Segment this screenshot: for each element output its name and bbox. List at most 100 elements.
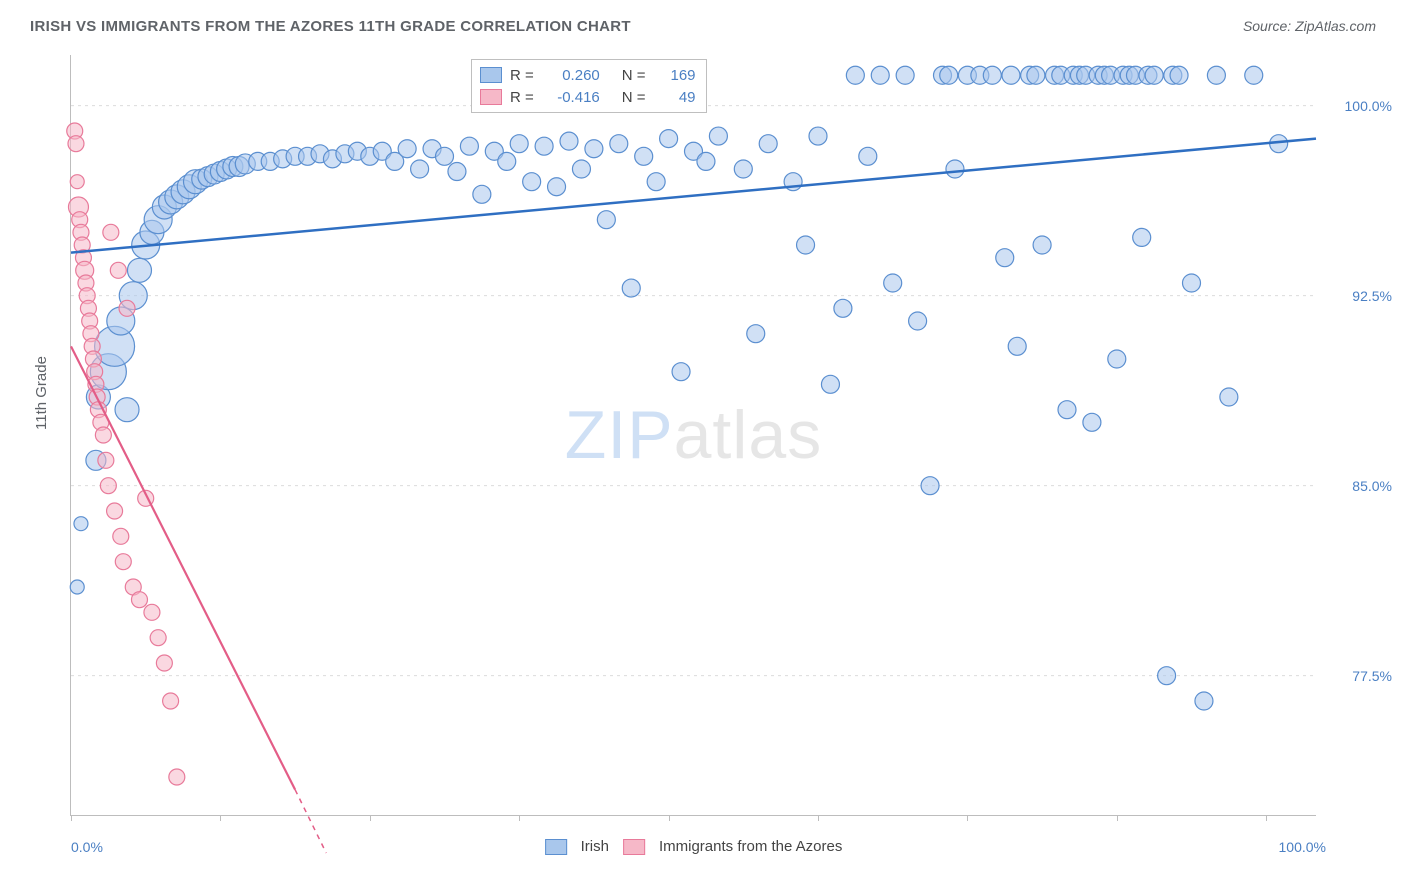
- scatter-point: [523, 173, 541, 191]
- scatter-point: [1027, 66, 1045, 84]
- scatter-point: [448, 163, 466, 181]
- legend-series-label: Irish: [581, 838, 609, 855]
- scatter-point: [115, 554, 131, 570]
- y-tick-label: 85.0%: [1332, 478, 1392, 494]
- y-axis-label: 11th Grade: [33, 356, 50, 430]
- scatter-point: [1133, 228, 1151, 246]
- scatter-point: [156, 655, 172, 671]
- scatter-point: [411, 160, 429, 178]
- x-tick: [669, 815, 670, 821]
- scatter-point: [1083, 413, 1101, 431]
- scatter-point: [983, 66, 1001, 84]
- scatter-point: [846, 66, 864, 84]
- scatter-point: [70, 580, 84, 594]
- scatter-point: [896, 66, 914, 84]
- scatter-point: [797, 236, 815, 254]
- scatter-point: [560, 132, 578, 150]
- plot-area: ZIPatlas R =0.260N =169R =-0.416N =49 0.…: [70, 55, 1316, 816]
- scatter-point: [610, 135, 628, 153]
- scatter-point: [535, 137, 553, 155]
- legend-r-value: 0.260: [546, 67, 600, 84]
- y-tick-label: 92.5%: [1332, 288, 1392, 304]
- scatter-point: [103, 224, 119, 240]
- scatter-point: [572, 160, 590, 178]
- scatter-point: [436, 147, 454, 165]
- scatter-point: [110, 262, 126, 278]
- scatter-point: [585, 140, 603, 158]
- x-axis-start-label: 0.0%: [71, 839, 103, 855]
- scatter-point: [747, 325, 765, 343]
- stats-legend-row: R = 0.260 N = 169: [480, 64, 696, 86]
- scatter-point: [1220, 388, 1238, 406]
- scatter-point: [1207, 66, 1225, 84]
- regression-line-extrapolated: [295, 790, 326, 853]
- x-tick: [71, 815, 72, 821]
- scatter-point: [107, 503, 123, 519]
- scatter-point: [100, 478, 116, 494]
- scatter-point: [1158, 667, 1176, 685]
- scatter-point: [1145, 66, 1163, 84]
- scatter-point: [150, 630, 166, 646]
- scatter-point: [597, 211, 615, 229]
- scatter-point: [115, 398, 139, 422]
- scatter-point: [398, 140, 416, 158]
- scatter-point: [169, 769, 185, 785]
- scatter-point: [946, 160, 964, 178]
- x-axis-end-label: 100.0%: [1279, 839, 1326, 855]
- scatter-point: [672, 363, 690, 381]
- scatter-point: [95, 427, 111, 443]
- scatter-point: [510, 135, 528, 153]
- legend-n-label: N =: [622, 89, 646, 106]
- scatter-point: [131, 592, 147, 608]
- scatter-point: [1195, 692, 1213, 710]
- scatter-point: [697, 152, 715, 170]
- x-tick: [220, 815, 221, 821]
- scatter-point: [74, 517, 88, 531]
- scatter-point: [940, 66, 958, 84]
- legend-r-label: R =: [510, 67, 534, 84]
- scatter-point: [1183, 274, 1201, 292]
- scatter-point: [921, 477, 939, 495]
- stats-legend: R =0.260N =169R =-0.416N =49: [471, 59, 707, 113]
- x-tick: [1266, 815, 1267, 821]
- scatter-point: [909, 312, 927, 330]
- legend-r-label: R =: [510, 89, 534, 106]
- scatter-point: [734, 160, 752, 178]
- scatter-point: [119, 300, 135, 316]
- regression-line: [71, 346, 295, 789]
- scatter-point: [809, 127, 827, 145]
- legend-n-value: 49: [658, 89, 696, 106]
- x-tick: [818, 815, 819, 821]
- scatter-point: [68, 136, 84, 152]
- legend-n-value: 169: [658, 67, 696, 84]
- scatter-point: [1008, 337, 1026, 355]
- chart-svg: [71, 55, 1316, 815]
- scatter-point: [1033, 236, 1051, 254]
- legend-n-label: N =: [622, 67, 646, 84]
- scatter-point: [70, 175, 84, 189]
- scatter-point: [709, 127, 727, 145]
- scatter-point: [859, 147, 877, 165]
- scatter-point: [834, 299, 852, 317]
- scatter-point: [498, 152, 516, 170]
- scatter-point: [473, 185, 491, 203]
- scatter-point: [127, 258, 151, 282]
- scatter-point: [1108, 350, 1126, 368]
- scatter-point: [647, 173, 665, 191]
- scatter-point: [1002, 66, 1020, 84]
- source-attribution: Source: ZipAtlas.com: [1243, 18, 1376, 34]
- scatter-point: [548, 178, 566, 196]
- scatter-point: [144, 604, 160, 620]
- scatter-point: [622, 279, 640, 297]
- scatter-point: [821, 375, 839, 393]
- scatter-point: [113, 528, 129, 544]
- scatter-point: [660, 130, 678, 148]
- scatter-point: [759, 135, 777, 153]
- legend-swatch: [623, 839, 645, 855]
- x-tick: [519, 815, 520, 821]
- stats-legend-row: R =-0.416N =49: [480, 86, 696, 108]
- scatter-point: [635, 147, 653, 165]
- scatter-point: [1058, 401, 1076, 419]
- chart-title: IRISH VS IMMIGRANTS FROM THE AZORES 11TH…: [30, 18, 631, 35]
- x-tick: [1117, 815, 1118, 821]
